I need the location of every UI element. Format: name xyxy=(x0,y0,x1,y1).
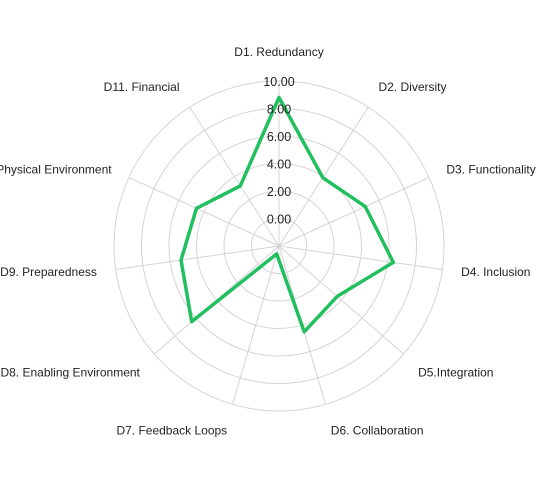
axis-label-8: D8. Enabling Environment xyxy=(0,366,140,380)
series-layer xyxy=(179,95,396,334)
spoke-7 xyxy=(232,245,280,405)
axis-label-4: D4. Inclusion xyxy=(461,265,530,279)
axis-label-3: D3. Functionality xyxy=(446,163,535,177)
axis-label-9: D9. Preparedness xyxy=(0,265,97,279)
spoke-10 xyxy=(128,177,280,247)
tick-label-1: 2.00 xyxy=(267,185,291,199)
axis-labels: D1. Redundancy D2. Diversity D3. Functiona… xyxy=(0,45,536,438)
spoke-4 xyxy=(278,245,443,270)
spoke-5 xyxy=(278,245,405,355)
axis-label-7: D7. Feedback Loops xyxy=(116,424,227,438)
tick-label-3: 6.00 xyxy=(267,130,291,144)
tick-label-2: 4.00 xyxy=(267,158,291,172)
tick-label-0: 0.00 xyxy=(267,213,291,227)
axis-label-1: D1. Redundancy xyxy=(234,45,323,59)
axis-label-6: D6. Collaboration xyxy=(331,424,424,438)
spoke-11 xyxy=(189,106,280,247)
axis-label-11: D11. Financial xyxy=(104,80,180,94)
tick-label-5: 10.00 xyxy=(263,75,294,89)
tick-label-4: 8.00 xyxy=(267,103,291,117)
tick-labels: 0.00 2.00 4.00 6.00 8.00 10.00 xyxy=(263,75,294,227)
axis-label-5: D5.Integration xyxy=(418,366,493,380)
axis-label-10: D10. Physical Environment xyxy=(0,163,112,177)
axis-label-2: D2. Diversity xyxy=(379,80,447,94)
series-line-1 xyxy=(179,95,396,334)
spoke-3 xyxy=(278,177,430,247)
spoke-9 xyxy=(115,245,280,270)
